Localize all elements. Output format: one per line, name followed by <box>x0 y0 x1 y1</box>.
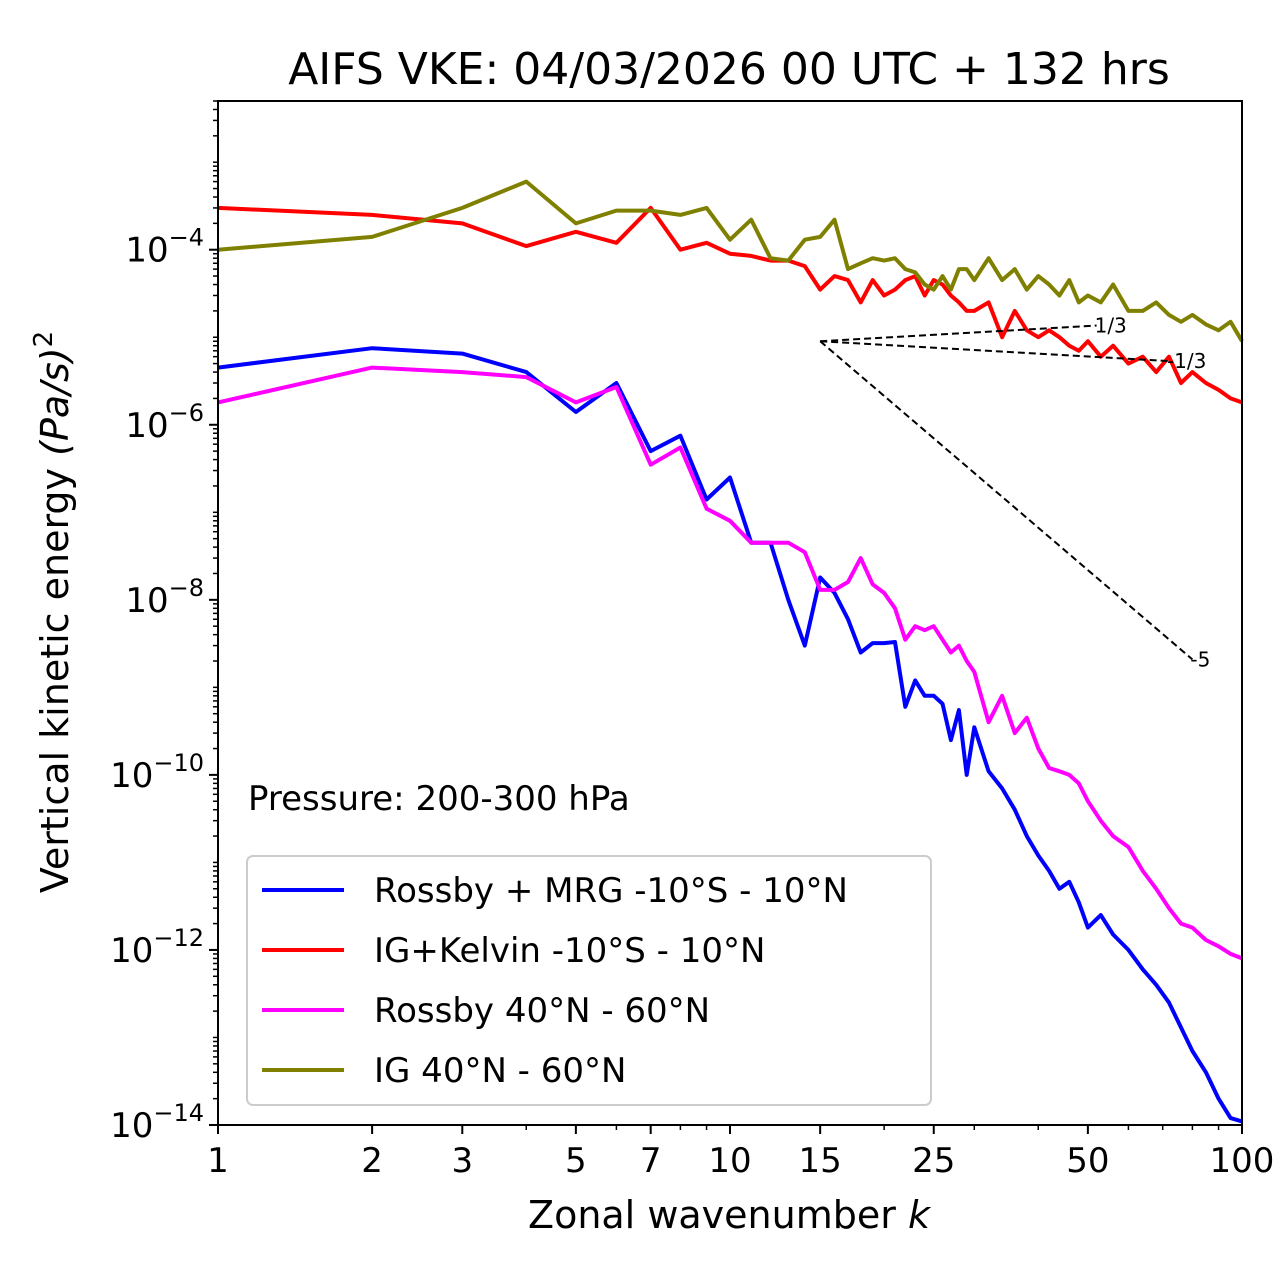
y-tick-base-1: 10 <box>110 931 153 971</box>
x-tick-label-4: 7 <box>640 1141 662 1181</box>
pressure-annotation: Pressure: 200-300 hPa <box>248 779 630 819</box>
legend-box <box>246 855 932 1106</box>
y-tick-label-2: 10−10 <box>110 749 204 796</box>
x-axis-label-var: k <box>908 1193 932 1237</box>
y-axis-label: Vertical kinetic energy (Pa/s)2 <box>29 331 77 893</box>
x-tick-label-6: 15 <box>799 1141 842 1181</box>
chart-title: AIFS VKE: 04/03/2026 00 UTC + 132 hrs <box>288 44 1170 95</box>
legend-items: Rossby + MRG -10°S - 10°N IG+Kelvin -10°S… <box>262 871 848 1091</box>
reference-slope-line-0 <box>820 324 1097 343</box>
y-tick-label-3: 10−8 <box>125 574 204 621</box>
reference-slope-label-1: -1/3 <box>1167 349 1206 373</box>
y-tick-label-1: 10−12 <box>110 924 204 971</box>
legend-label-0: Rossby + MRG -10°S - 10°N <box>374 871 848 911</box>
series-line-2 <box>217 365 1243 961</box>
y-tick-base-5: 10 <box>125 231 168 271</box>
x-tick-label-5: 10 <box>708 1141 751 1181</box>
y-tick-base-3: 10 <box>125 581 168 621</box>
series-line-1 <box>217 205 1243 405</box>
data-curves <box>217 179 1244 1124</box>
x-tick-label-7: 25 <box>912 1141 955 1181</box>
reference-slope-label-2: -5 <box>1190 647 1210 671</box>
y-tick-label-5: 10−4 <box>125 224 204 271</box>
reference-slope-label-0: 1/3 <box>1095 313 1127 337</box>
y-axis-label-text: Vertical kinetic energy <box>33 468 77 893</box>
y-tick-exponent-3: −8 <box>169 574 204 602</box>
x-tick-label-2: 3 <box>451 1141 473 1181</box>
reference-slope-line-2 <box>819 340 1194 661</box>
y-tick-base-2: 10 <box>110 756 153 796</box>
y-axis-label-exponent: 2 <box>29 331 59 348</box>
y-tick-label-0: 10−14 <box>110 1099 204 1146</box>
y-tick-exponent-4: −6 <box>169 399 204 427</box>
x-axis: 1 2 3 5 7 10 15 25 50 100 <box>207 1125 1274 1181</box>
reference-slopes: 1/3 -1/3 -5 <box>819 313 1210 671</box>
x-tick-label-8: 50 <box>1066 1141 1109 1181</box>
y-tick-exponent-2: −10 <box>153 749 204 777</box>
series-line-0 <box>217 346 1243 1124</box>
x-tick-label-3: 5 <box>565 1141 587 1181</box>
legend-label-2: Rossby 40°N - 60°N <box>374 991 710 1031</box>
legend-label-3: IG 40°N - 60°N <box>374 1051 626 1091</box>
reference-slope-line-1 <box>820 340 1170 363</box>
y-tick-label-4: 10−6 <box>125 399 204 446</box>
y-tick-base-4: 10 <box>125 406 168 446</box>
y-tick-exponent-5: −4 <box>169 224 204 252</box>
x-tick-label-9: 100 <box>1210 1141 1275 1181</box>
x-axis-label: Zonal wavenumber k <box>528 1193 932 1237</box>
y-tick-exponent-1: −12 <box>153 924 204 952</box>
y-tick-base-0: 10 <box>110 1106 153 1146</box>
legend-label-1: IG+Kelvin -10°S - 10°N <box>374 931 765 971</box>
y-tick-exponent-0: −14 <box>153 1099 204 1127</box>
x-tick-label-0: 1 <box>207 1141 229 1181</box>
legend: Rossby + MRG -10°S - 10°N IG+Kelvin -10°S… <box>246 855 932 1106</box>
y-axis-label-units: (Pa/s) <box>33 347 77 455</box>
x-axis-label-text: Zonal wavenumber <box>528 1193 896 1237</box>
series-line-3 <box>217 179 1244 343</box>
x-tick-label-1: 2 <box>361 1141 383 1181</box>
